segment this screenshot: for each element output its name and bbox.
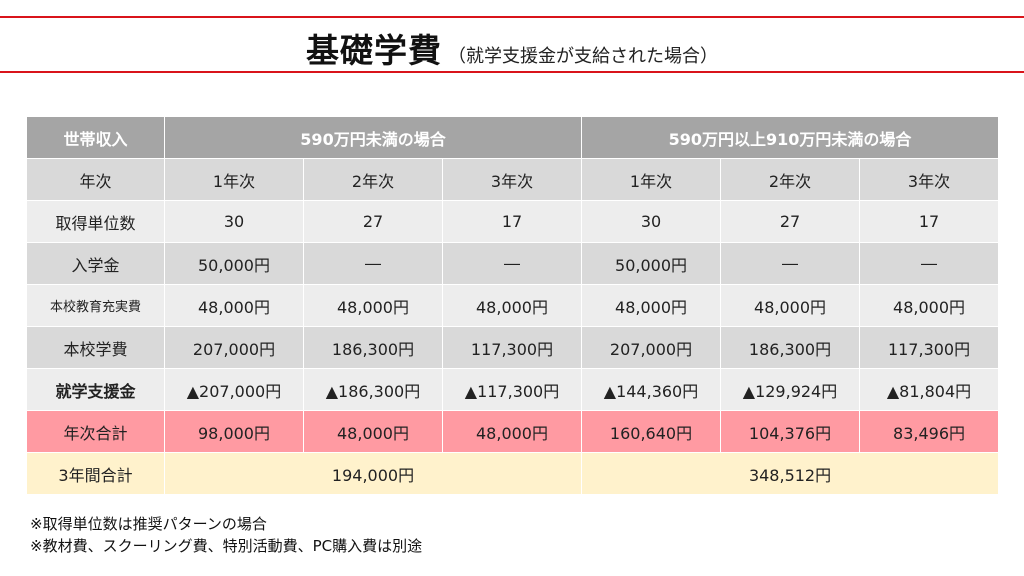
row-label: 本校教育充実費: [26, 284, 165, 327]
table-cell: 1年次: [164, 158, 304, 201]
table-cell: 160,640円: [581, 410, 722, 453]
table-row-admission: 入学金 50,000円 ― ― 50,000円 ― ―: [26, 242, 1000, 285]
table-cell: 48,000円: [164, 284, 304, 327]
table-row-tuition: 本校学費 207,000円 186,300円 117,300円 207,000円…: [26, 326, 1000, 369]
table-cell: 83,496円: [859, 410, 1000, 453]
table-cell: 30: [164, 200, 304, 243]
table-cell: 48,000円: [441, 284, 583, 327]
table-cell: 1年次: [581, 158, 722, 201]
table-cell: 2年次: [303, 158, 443, 201]
table-cell: 17: [859, 200, 1000, 243]
table-cell: 117,300円: [859, 326, 1000, 369]
table-cell: 186,300円: [303, 326, 443, 369]
table-cell: 98,000円: [164, 410, 304, 453]
table-cell: 207,000円: [581, 326, 722, 369]
group-b-total: 348,512円: [581, 452, 1000, 495]
row-label: 入学金: [26, 242, 165, 285]
table-cell: ▲117,300円: [441, 368, 583, 411]
table-cell: 207,000円: [164, 326, 304, 369]
row-label: 年次合計: [26, 410, 165, 453]
table-cell: 117,300円: [441, 326, 583, 369]
table-row-credits: 取得単位数 30 27 17 30 27 17: [26, 200, 1000, 243]
header-row: 世帯収入 590万円未満の場合 590万円以上910万円未満の場合: [26, 116, 1000, 159]
table-cell: 17: [441, 200, 583, 243]
table-cell: 27: [303, 200, 443, 243]
footnotes: ※取得単位数は推奨パターンの場合 ※教材費、スクーリング費、特別活動費、PC購入…: [30, 513, 422, 557]
table-cell: 27: [720, 200, 861, 243]
group-b-header: 590万円以上910万円未満の場合: [581, 116, 1000, 159]
table-cell: ―: [720, 242, 861, 285]
table-cell: ―: [303, 242, 443, 285]
bottom-red-rule: [0, 71, 1024, 73]
table-cell: 48,000円: [720, 284, 861, 327]
tuition-table: 世帯収入 590万円未満の場合 590万円以上910万円未満の場合 年次 1年次…: [26, 116, 1000, 495]
title-sub: （就学支援金が支給された場合）: [448, 46, 718, 67]
table-cell: 3年次: [441, 158, 583, 201]
table-row-annual-total: 年次合計 98,000円 48,000円 48,000円 160,640円 10…: [26, 410, 1000, 453]
table-cell: 186,300円: [720, 326, 861, 369]
group-a-header: 590万円未満の場合: [163, 116, 583, 159]
table-cell: 50,000円: [581, 242, 722, 285]
table-row-enrichment: 本校教育充実費 48,000円 48,000円 48,000円 48,000円 …: [26, 284, 1000, 327]
page-title: 基礎学費 （就学支援金が支給された場合）: [0, 24, 1024, 72]
table-row-year: 年次 1年次 2年次 3年次 1年次 2年次 3年次: [26, 158, 1000, 201]
footnote: ※教材費、スクーリング費、特別活動費、PC購入費は別途: [30, 537, 423, 555]
row-label: 就学支援金: [26, 368, 165, 411]
income-header: 世帯収入: [26, 116, 165, 159]
table-row-three-year-total: 3年間合計 194,000円 348,512円: [26, 452, 1000, 495]
row-label: 年次: [26, 158, 165, 201]
table-cell: ▲207,000円: [164, 368, 304, 411]
top-red-rule: [0, 16, 1024, 18]
table-cell: ―: [859, 242, 1000, 285]
table-cell: 48,000円: [441, 410, 583, 453]
table-cell: 2年次: [720, 158, 861, 201]
table-cell: 50,000円: [164, 242, 304, 285]
row-label: 本校学費: [26, 326, 165, 369]
table-cell: 104,376円: [720, 410, 861, 453]
table-cell: 3年次: [859, 158, 1000, 201]
table-cell: 48,000円: [859, 284, 1000, 327]
title-main: 基礎学費: [306, 31, 442, 70]
table-cell: ▲144,360円: [581, 368, 722, 411]
table-cell: 48,000円: [581, 284, 722, 327]
footnote: ※取得単位数は推奨パターンの場合: [30, 515, 267, 533]
table-cell: ▲186,300円: [303, 368, 443, 411]
table-cell: 30: [581, 200, 722, 243]
table-cell: ―: [441, 242, 583, 285]
table-cell: ▲129,924円: [720, 368, 861, 411]
table-cell: 48,000円: [303, 410, 443, 453]
group-a-total: 194,000円: [163, 452, 583, 495]
table-cell: ▲81,804円: [859, 368, 1000, 411]
row-label: 3年間合計: [26, 452, 165, 495]
table-cell: 48,000円: [303, 284, 443, 327]
table-row-support: 就学支援金 ▲207,000円 ▲186,300円 ▲117,300円 ▲144…: [26, 368, 1000, 411]
row-label: 取得単位数: [26, 200, 165, 243]
